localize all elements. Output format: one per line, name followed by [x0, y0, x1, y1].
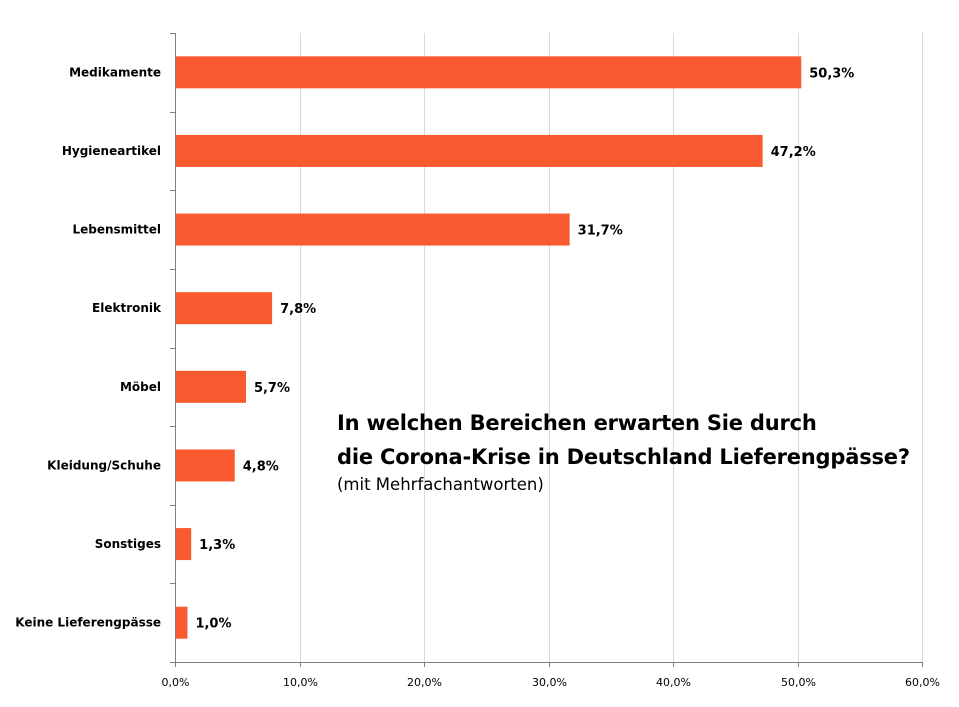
category-label: Elektronik: [92, 301, 162, 315]
category-labels: Medikamente Hygieneartikel Lebensmittel Ele…: [15, 65, 162, 629]
category-label: Möbel: [120, 380, 161, 394]
data-label: 7,8%: [280, 302, 316, 317]
data-label: 4,8%: [243, 459, 279, 474]
data-label: 50,3%: [809, 66, 854, 81]
x-tick-label: 10,0%: [283, 676, 318, 689]
bar: [176, 213, 570, 246]
x-tick-label: 30,0%: [532, 676, 567, 689]
x-tick-labels: 0,0% 10,0% 20,0% 30,0% 40,0% 50,0% 60,0%: [162, 676, 940, 689]
chart-subtitle: (mit Mehrfachantworten): [337, 475, 544, 494]
bars: [176, 56, 802, 639]
category-label: Kleidung/Schuhe: [47, 458, 161, 472]
x-tick-label: 20,0%: [407, 676, 442, 689]
x-tick-label: 40,0%: [656, 676, 691, 689]
data-label: 5,7%: [254, 381, 290, 396]
data-label: 1,0%: [195, 617, 231, 632]
data-label: 1,3%: [199, 538, 235, 553]
bar: [176, 292, 273, 325]
value-labels: 50,3% 47,2% 31,7% 7,8% 5,7% 4,8% 1,3% 1,0%: [195, 66, 854, 631]
x-tick-label: 50,0%: [781, 676, 816, 689]
data-label: 47,2%: [771, 145, 816, 160]
x-tick-label: 60,0%: [905, 676, 940, 689]
chart-title-line-2: die Corona-Krise in Deutschland Lieferen…: [337, 445, 910, 469]
category-label: Medikamente: [69, 65, 161, 79]
bar: [176, 606, 188, 639]
grid-lines: [300, 33, 923, 662]
category-label: Lebensmittel: [72, 223, 161, 237]
data-label: 31,7%: [578, 224, 623, 239]
category-label: Keine Lieferengpässe: [15, 616, 161, 630]
category-label: Sonstiges: [95, 537, 161, 551]
chart-title-line-1: In welchen Bereichen erwarten Sie durch: [337, 411, 817, 435]
chart-title-block: In welchen Bereichen erwarten Sie durch …: [337, 406, 937, 496]
category-label: Hygieneartikel: [62, 144, 161, 158]
bar: [176, 56, 802, 89]
axes: [170, 33, 923, 667]
bar: [176, 134, 763, 167]
bar: [176, 449, 235, 482]
bar: [176, 370, 246, 403]
bar: [176, 528, 192, 561]
x-tick-label: 0,0%: [162, 676, 190, 689]
